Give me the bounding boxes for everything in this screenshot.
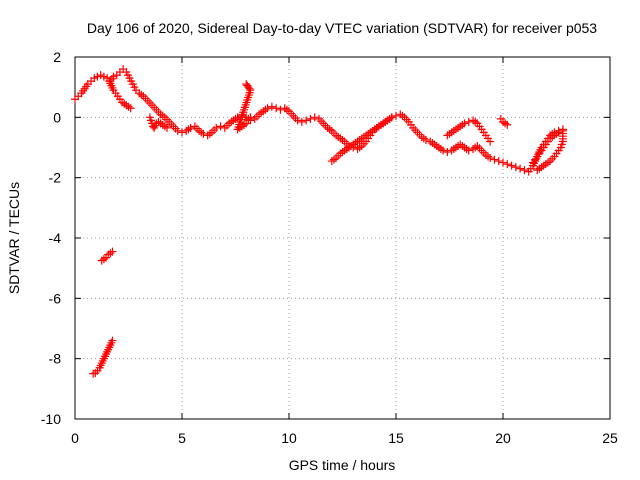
series-group bbox=[145, 113, 172, 132]
y-tick-label: -10 bbox=[41, 411, 61, 427]
data-point-fill bbox=[325, 125, 334, 134]
y-tick-label: -4 bbox=[49, 230, 62, 246]
data-point bbox=[272, 104, 281, 113]
y-tick-label: -6 bbox=[49, 290, 62, 306]
data-point bbox=[507, 161, 516, 170]
data-point bbox=[486, 154, 495, 163]
data-point-fill bbox=[282, 105, 291, 114]
x-tick-label: 25 bbox=[602, 430, 618, 446]
data-point bbox=[108, 247, 117, 256]
data-point-fill bbox=[158, 111, 167, 120]
data-point bbox=[503, 160, 512, 169]
chart-title: Day 106 of 2020, Sidereal Day-to-day VTE… bbox=[87, 20, 597, 36]
data-point-fill bbox=[137, 90, 146, 99]
data-point bbox=[516, 164, 525, 173]
data-point bbox=[212, 123, 221, 132]
data-point bbox=[503, 120, 512, 129]
series-group bbox=[496, 114, 512, 129]
y-tick-label: 0 bbox=[53, 109, 61, 125]
data-point bbox=[554, 128, 563, 137]
series-group bbox=[105, 77, 135, 113]
y-axis-label: SDTVAR / TECUs bbox=[6, 182, 22, 294]
x-tick-label: 5 bbox=[178, 430, 186, 446]
data-point bbox=[108, 336, 117, 345]
data-point-fill bbox=[398, 111, 407, 120]
x-tick-label: 0 bbox=[71, 430, 79, 446]
data-point bbox=[297, 117, 306, 126]
series-group bbox=[89, 336, 117, 378]
data-point bbox=[302, 116, 311, 125]
data-point bbox=[163, 123, 172, 132]
data-point bbox=[499, 158, 507, 167]
y-tick-label: -8 bbox=[49, 351, 62, 367]
data-point bbox=[443, 148, 452, 157]
data-point bbox=[310, 113, 319, 122]
data-points bbox=[71, 65, 567, 378]
data-point bbox=[464, 146, 473, 155]
data-point bbox=[178, 128, 186, 137]
data-point bbox=[387, 113, 396, 122]
y-tick-label: 2 bbox=[53, 49, 61, 65]
series-group bbox=[233, 80, 255, 134]
data-point bbox=[173, 126, 182, 135]
data-point-fill bbox=[205, 129, 214, 138]
data-point bbox=[216, 122, 225, 131]
data-point bbox=[186, 123, 195, 132]
x-axis-label: GPS time / hours bbox=[289, 457, 396, 473]
x-tick-label: 20 bbox=[495, 430, 511, 446]
data-point bbox=[520, 166, 529, 175]
grid-lines bbox=[75, 57, 610, 419]
series-group bbox=[327, 113, 396, 166]
data-point-fill bbox=[471, 117, 480, 126]
data-point bbox=[501, 119, 510, 128]
data-point-fill bbox=[329, 155, 338, 164]
series-group bbox=[71, 65, 567, 176]
data-point bbox=[126, 104, 135, 113]
data-point bbox=[99, 255, 108, 264]
y-tick-label: -2 bbox=[49, 170, 62, 186]
data-point bbox=[460, 119, 469, 128]
data-point bbox=[494, 157, 503, 166]
data-point bbox=[106, 249, 115, 258]
data-point bbox=[490, 155, 499, 164]
data-point bbox=[293, 116, 302, 125]
data-point bbox=[306, 114, 315, 123]
series-group bbox=[443, 116, 495, 146]
series-group bbox=[97, 247, 117, 265]
data-point bbox=[246, 113, 255, 122]
data-point bbox=[421, 135, 430, 144]
data-point bbox=[533, 166, 542, 175]
series-group bbox=[528, 126, 567, 175]
data-point bbox=[486, 137, 495, 146]
x-tick-label: 10 bbox=[281, 430, 297, 446]
data-point bbox=[263, 104, 272, 113]
data-point bbox=[267, 102, 276, 111]
data-point bbox=[511, 163, 520, 172]
data-point bbox=[439, 146, 448, 155]
x-tick-label: 15 bbox=[388, 430, 404, 446]
